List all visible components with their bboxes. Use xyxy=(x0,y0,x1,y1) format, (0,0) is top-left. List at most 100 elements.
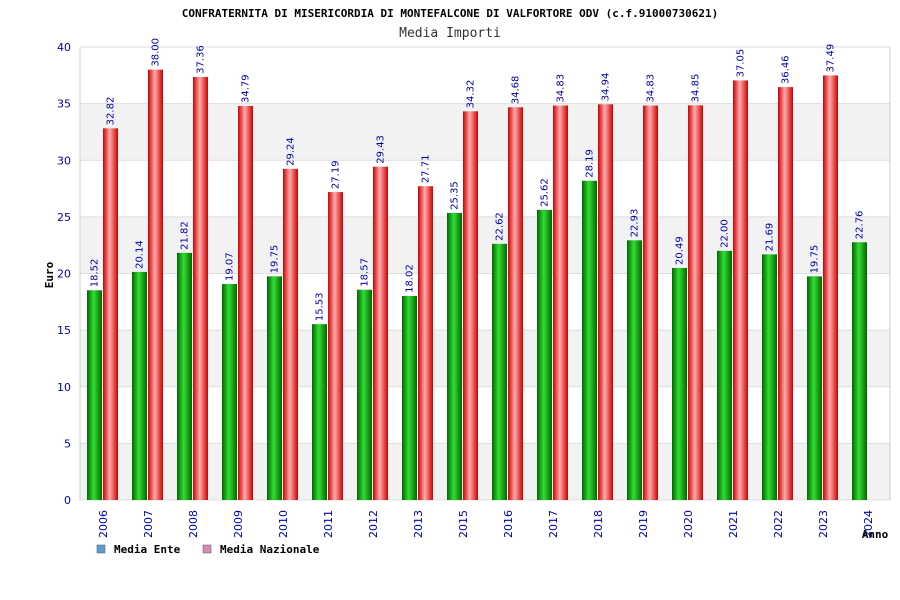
data-label: 18.02 xyxy=(405,264,416,293)
y-tick-label: 35 xyxy=(57,98,71,111)
legend-swatch-media-nazionale xyxy=(202,544,212,554)
data-label: 25.62 xyxy=(540,178,551,207)
x-tick-label: 2022 xyxy=(772,510,785,538)
data-label: 22.93 xyxy=(630,209,641,238)
bar-media-ente-2010 xyxy=(267,276,282,500)
bar-media-nazionale-2017 xyxy=(553,105,568,501)
bar-media-nazionale-2018 xyxy=(598,104,613,500)
x-tick-label: 2012 xyxy=(367,510,380,538)
data-label: 29.43 xyxy=(376,135,387,164)
bar-media-nazionale-2009 xyxy=(238,106,253,501)
data-label: 22.62 xyxy=(495,212,506,241)
bar-media-ente-2011 xyxy=(312,324,327,500)
x-tick-label: 2015 xyxy=(457,510,470,538)
y-tick-label: 20 xyxy=(57,268,71,281)
plot-band xyxy=(80,330,890,387)
data-label: 15.53 xyxy=(315,292,326,321)
bar-media-nazionale-2010 xyxy=(283,168,298,500)
bar-media-ente-2012 xyxy=(357,289,372,500)
x-tick-label: 2013 xyxy=(412,510,425,538)
x-tick-label: 2023 xyxy=(817,510,830,538)
y-tick-label: 40 xyxy=(57,41,71,54)
bar-media-nazionale-2020 xyxy=(688,105,703,500)
x-axis-title: Anno xyxy=(862,528,889,541)
legend-label-media-ente: Media Ente xyxy=(114,543,181,556)
plot-band xyxy=(80,47,890,104)
data-label: 22.00 xyxy=(720,219,731,248)
y-tick-label: 30 xyxy=(57,154,71,167)
plot-band xyxy=(80,103,890,161)
bar-media-ente-2016 xyxy=(492,243,507,501)
data-label: 27.71 xyxy=(421,155,432,184)
plot-band xyxy=(80,386,890,444)
data-label: 27.19 xyxy=(331,160,342,189)
data-label: 21.82 xyxy=(180,221,191,250)
y-tick-label: 15 xyxy=(57,324,71,337)
x-tick-label: 2008 xyxy=(187,510,200,538)
data-label: 28.19 xyxy=(585,149,596,178)
x-tick-label: 2011 xyxy=(322,510,335,538)
bar-media-ente-2018 xyxy=(582,180,597,501)
data-label: 34.68 xyxy=(511,76,522,105)
bar-media-ente-2023 xyxy=(807,276,822,500)
data-label: 34.79 xyxy=(241,74,252,103)
data-label: 32.82 xyxy=(106,97,117,126)
data-label: 37.05 xyxy=(736,49,747,78)
bar-media-nazionale-2008 xyxy=(193,76,208,500)
bar-media-ente-2017 xyxy=(537,209,552,500)
x-tick-label: 2018 xyxy=(592,510,605,538)
bar-media-ente-2020 xyxy=(672,267,687,500)
bar-media-ente-2013 xyxy=(402,295,417,500)
bar-media-nazionale-2013 xyxy=(418,186,433,500)
y-tick-label: 5 xyxy=(64,437,71,450)
legend-label-media-nazionale: Media Nazionale xyxy=(220,543,320,556)
data-label: 21.69 xyxy=(765,223,776,252)
chart-title: CONFRATERNITA DI MISERICORDIA DI MONTEFA… xyxy=(182,7,718,20)
legend-swatch-media-ente xyxy=(96,544,106,554)
x-tick-label: 2009 xyxy=(232,510,245,538)
data-label: 25.35 xyxy=(450,181,461,210)
bar-media-nazionale-2015 xyxy=(463,111,478,501)
data-labels: 18.52 32.82 20.14 38.00 21.82 37.36 19.07 34.79… xyxy=(90,38,866,321)
plot-band xyxy=(80,160,890,217)
data-label: 37.49 xyxy=(826,44,837,73)
x-tick-label: 2007 xyxy=(142,510,155,538)
data-label: 34.85 xyxy=(691,74,702,103)
x-tick-label: 2019 xyxy=(637,510,650,538)
x-tick-label: 2006 xyxy=(97,510,110,538)
bar-media-nazionale-2006 xyxy=(103,128,118,500)
bar-media-nazionale-2021 xyxy=(733,80,748,500)
x-tick-label: 2017 xyxy=(547,510,560,538)
data-label: 22.76 xyxy=(855,211,866,240)
bar-media-ente-2024 xyxy=(852,242,867,501)
x-tick-label: 2016 xyxy=(502,510,515,538)
bar-media-ente-2009 xyxy=(222,284,237,500)
bar-media-ente-2006 xyxy=(87,290,102,500)
data-label: 20.49 xyxy=(675,236,686,265)
x-tick-label: 2021 xyxy=(727,510,740,538)
bars xyxy=(87,69,867,501)
bar-media-ente-2007 xyxy=(132,271,147,500)
x-axis-ticks: 2006 2007 2008 2009 2010 2011 2012 2013 2015 2016… xyxy=(97,510,875,538)
plot-background xyxy=(79,46,891,501)
bar-media-nazionale-2016 xyxy=(508,107,523,501)
data-label: 19.75 xyxy=(810,245,821,274)
data-label: 18.52 xyxy=(90,259,101,288)
data-label: 37.36 xyxy=(196,45,207,74)
bar-media-ente-2021 xyxy=(717,250,732,500)
data-label: 34.83 xyxy=(556,74,567,103)
bar-media-ente-2019 xyxy=(627,240,642,500)
plot-band xyxy=(80,443,890,500)
y-tick-label: 25 xyxy=(57,211,71,224)
y-tick-label: 0 xyxy=(64,494,71,507)
legend: Media Ente Media Nazionale xyxy=(96,543,320,556)
data-label: 34.94 xyxy=(601,73,612,102)
chart-subtitle: Media Importi xyxy=(399,26,501,41)
bar-media-nazionale-2022 xyxy=(778,87,793,500)
bar-media-ente-2015 xyxy=(447,212,462,500)
y-tick-label: 10 xyxy=(57,381,71,394)
data-label: 20.14 xyxy=(135,240,146,269)
data-label: 38.00 xyxy=(151,38,162,67)
data-label: 34.32 xyxy=(466,80,477,109)
